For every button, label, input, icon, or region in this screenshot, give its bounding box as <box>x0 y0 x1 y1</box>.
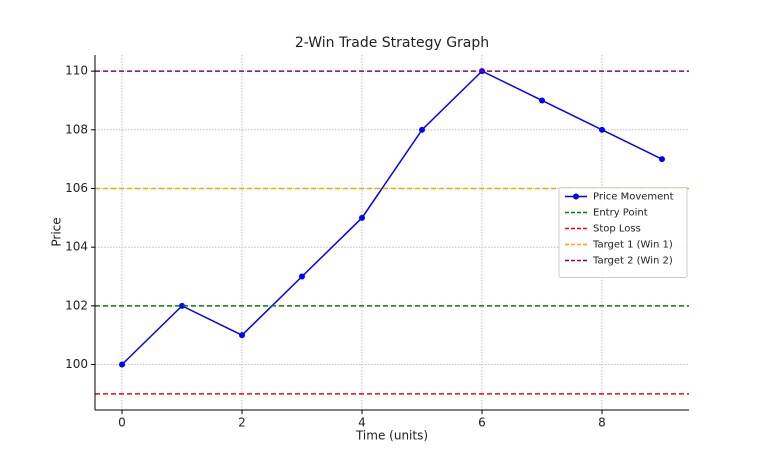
y-tick-label: 110 <box>65 64 88 78</box>
x-tick-label: 8 <box>598 416 606 430</box>
x-tick-label: 6 <box>478 416 486 430</box>
x-axis-label: Time (units) <box>355 429 428 443</box>
legend-label: Target 1 (Win 1) <box>592 240 673 251</box>
y-tick-label: 102 <box>65 298 88 312</box>
price-point <box>659 156 665 163</box>
price-point <box>299 273 305 280</box>
legend-label: Entry Point <box>593 208 648 219</box>
price-point <box>119 361 125 368</box>
y-tick-label: 106 <box>65 181 88 195</box>
legend-marker <box>573 193 579 200</box>
y-tick-label: 108 <box>65 122 88 136</box>
x-tick-label: 4 <box>358 416 366 430</box>
price-point <box>179 302 185 309</box>
price-line <box>121 70 663 366</box>
x-tick-label: 2 <box>238 416 246 430</box>
legend-label: Stop Loss <box>593 224 641 235</box>
chart-title: 2-Win Trade Strategy Graph <box>295 35 489 51</box>
x-tick-label: 0 <box>118 416 126 430</box>
y-tick-label: 100 <box>65 357 88 371</box>
y-axis-label: Price <box>50 217 64 246</box>
price-point <box>359 214 365 221</box>
legend-box <box>558 187 688 278</box>
price-point <box>539 97 545 104</box>
price-point <box>419 126 425 133</box>
legend-label: Price Movement <box>593 192 674 203</box>
legend-label: Target 2 (Win 2) <box>592 256 673 267</box>
price-point <box>239 332 245 339</box>
y-tick-label: 104 <box>65 240 88 254</box>
price-point <box>599 126 605 133</box>
